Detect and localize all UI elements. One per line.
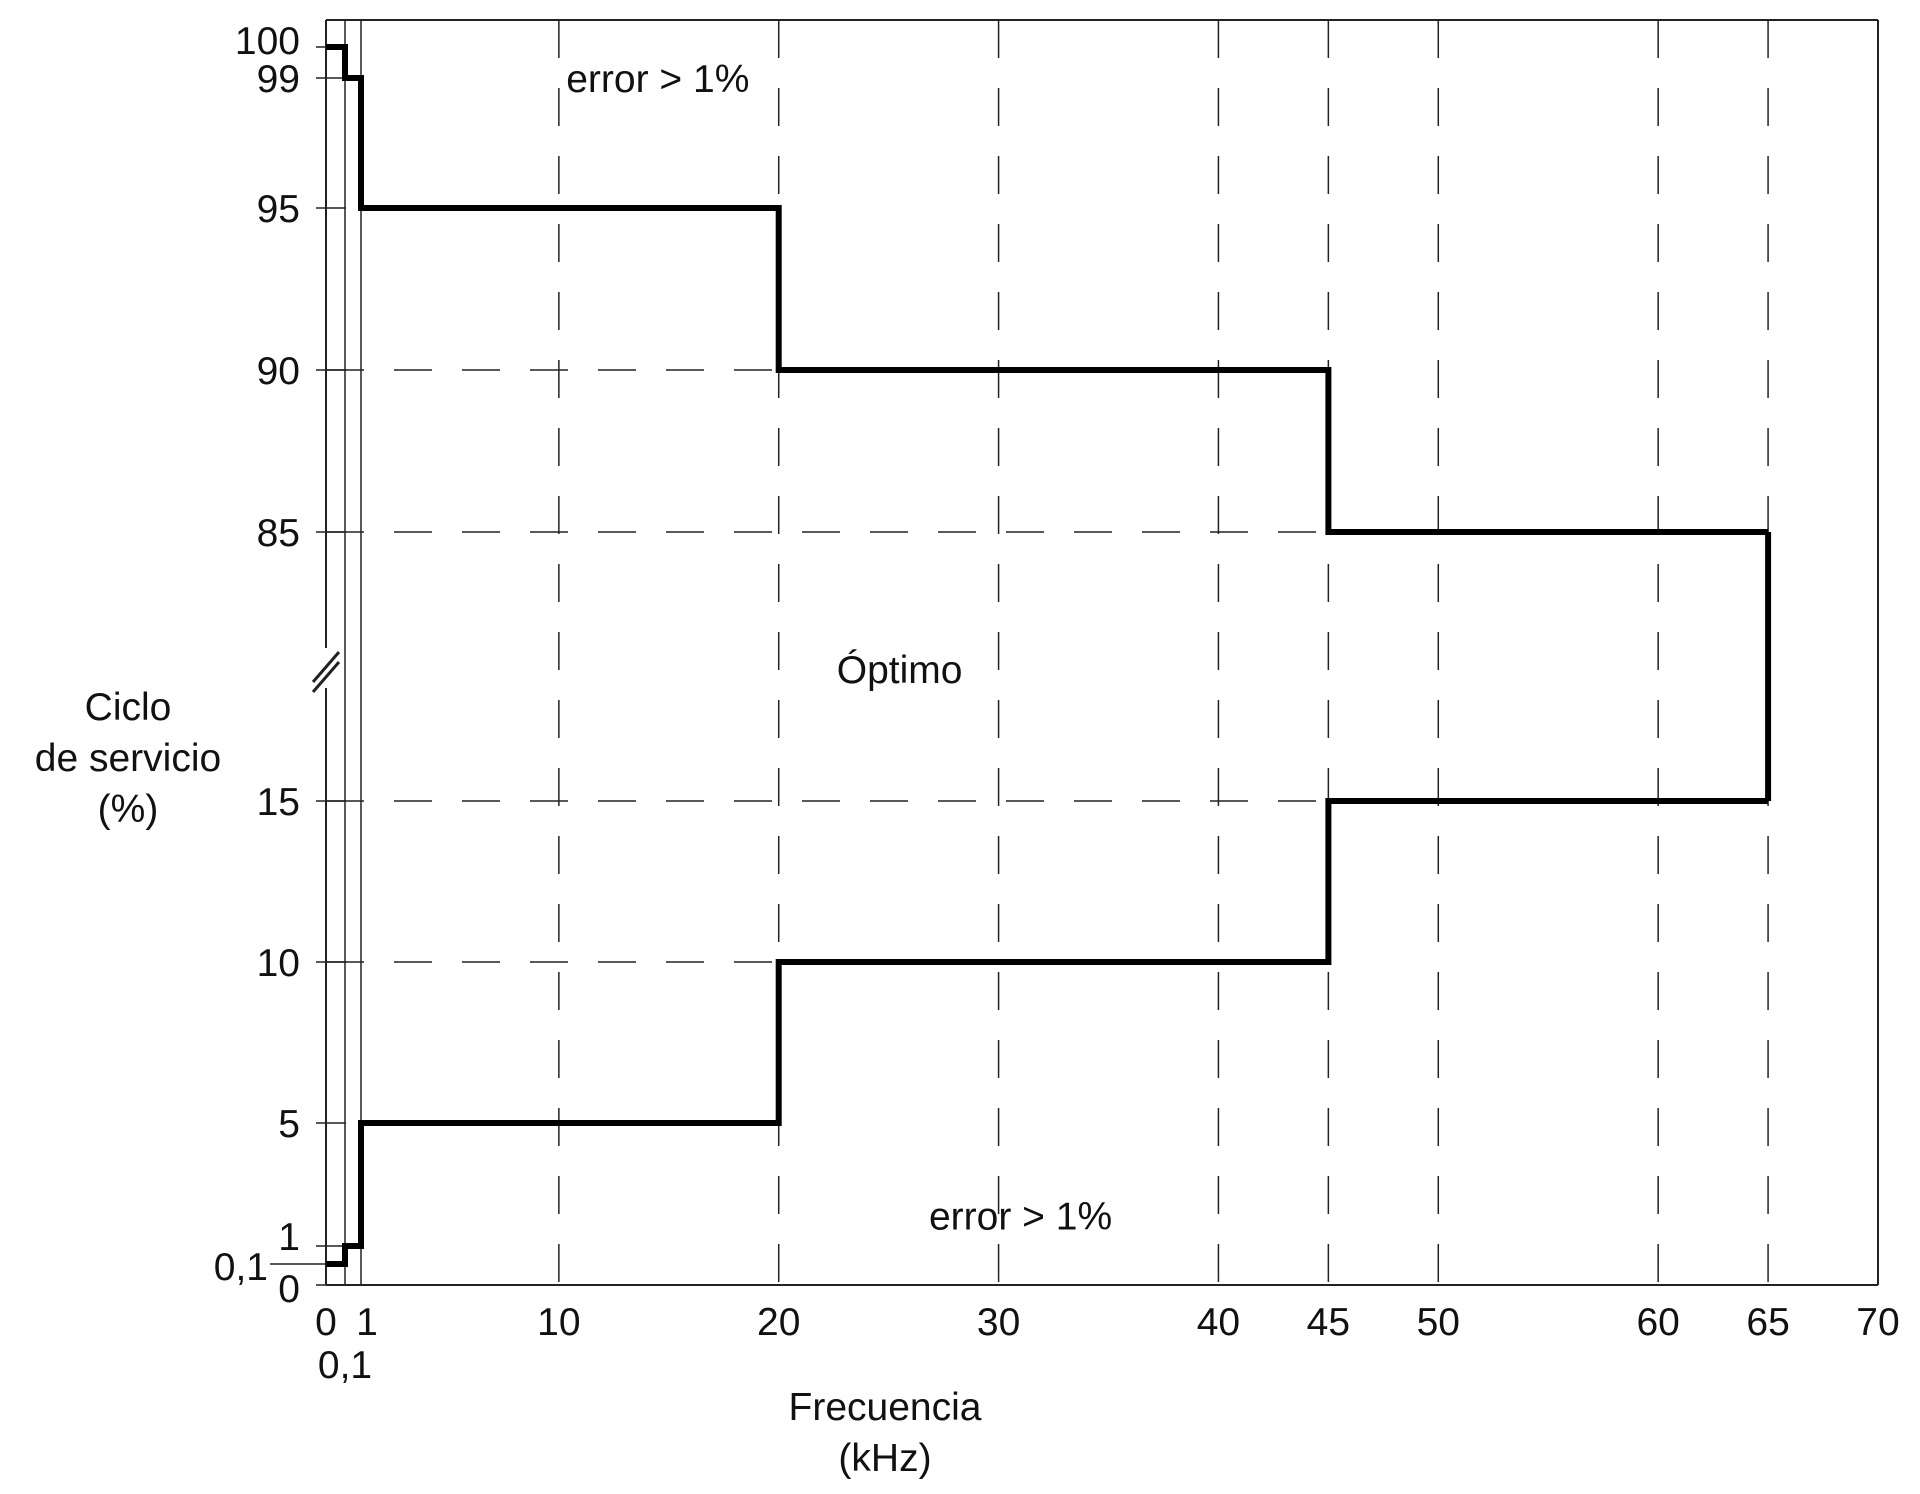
x-tick-label: 60 xyxy=(1636,1301,1679,1344)
x-tick-label: 45 xyxy=(1307,1301,1350,1344)
x-tick-label: 0 xyxy=(315,1301,337,1344)
series-lines xyxy=(326,44,1772,1267)
y-axis-title: de servicio xyxy=(35,737,221,780)
x-tick-label: 1 xyxy=(356,1301,378,1344)
y-tick-label: 99 xyxy=(257,58,300,101)
axis-break-mark xyxy=(311,651,341,683)
series-line-2 xyxy=(326,798,1769,1267)
tick-labels: 00,11 10 20 30 40 45 50 60 65 7000,11510158590959… xyxy=(214,20,1900,1387)
x-axis-title: Frecuencia xyxy=(789,1386,982,1429)
x-tick-label: 65 xyxy=(1746,1301,1789,1344)
region-label: error > 1% xyxy=(566,58,749,101)
x-tick-label: 0,1 xyxy=(318,1344,372,1387)
axis-break-mark xyxy=(311,661,341,693)
x-tick-label: 40 xyxy=(1197,1301,1240,1344)
y-tick-label: 85 xyxy=(257,512,300,555)
y-axis-title: (%) xyxy=(98,788,159,831)
axis-titles: Frecuencia (kHz) Ciclo de servicio (%) xyxy=(35,686,982,1480)
y-axis-title: Ciclo xyxy=(85,686,172,729)
region-label: Óptimo xyxy=(837,649,963,692)
y-tick-label: 15 xyxy=(257,781,300,824)
region-label: error > 1% xyxy=(929,1195,1112,1238)
region-annotations: error > 1% Óptimo error > 1% xyxy=(566,58,1112,1238)
plot-frame xyxy=(270,19,1879,1286)
x-tick-label: 30 xyxy=(977,1301,1020,1344)
x-tick-label: 70 xyxy=(1856,1301,1899,1344)
y-tick-label: 95 xyxy=(257,188,300,231)
y-tick-label: 90 xyxy=(257,350,300,393)
x-tick-label: 10 xyxy=(537,1301,580,1344)
y-tick-label: 1 xyxy=(278,1216,300,1259)
x-tick-label: 20 xyxy=(757,1301,800,1344)
x-axis-title: (kHz) xyxy=(838,1437,931,1480)
y-tick-label: 0,1 xyxy=(214,1246,268,1289)
y-tick-label: 0 xyxy=(278,1268,300,1311)
series-line-1 xyxy=(326,44,1769,535)
x-tick-label: 50 xyxy=(1417,1301,1460,1344)
y-tick-label: 5 xyxy=(278,1103,300,1146)
y-tick-label: 100 xyxy=(235,20,300,63)
y-tick-label: 10 xyxy=(257,942,300,985)
